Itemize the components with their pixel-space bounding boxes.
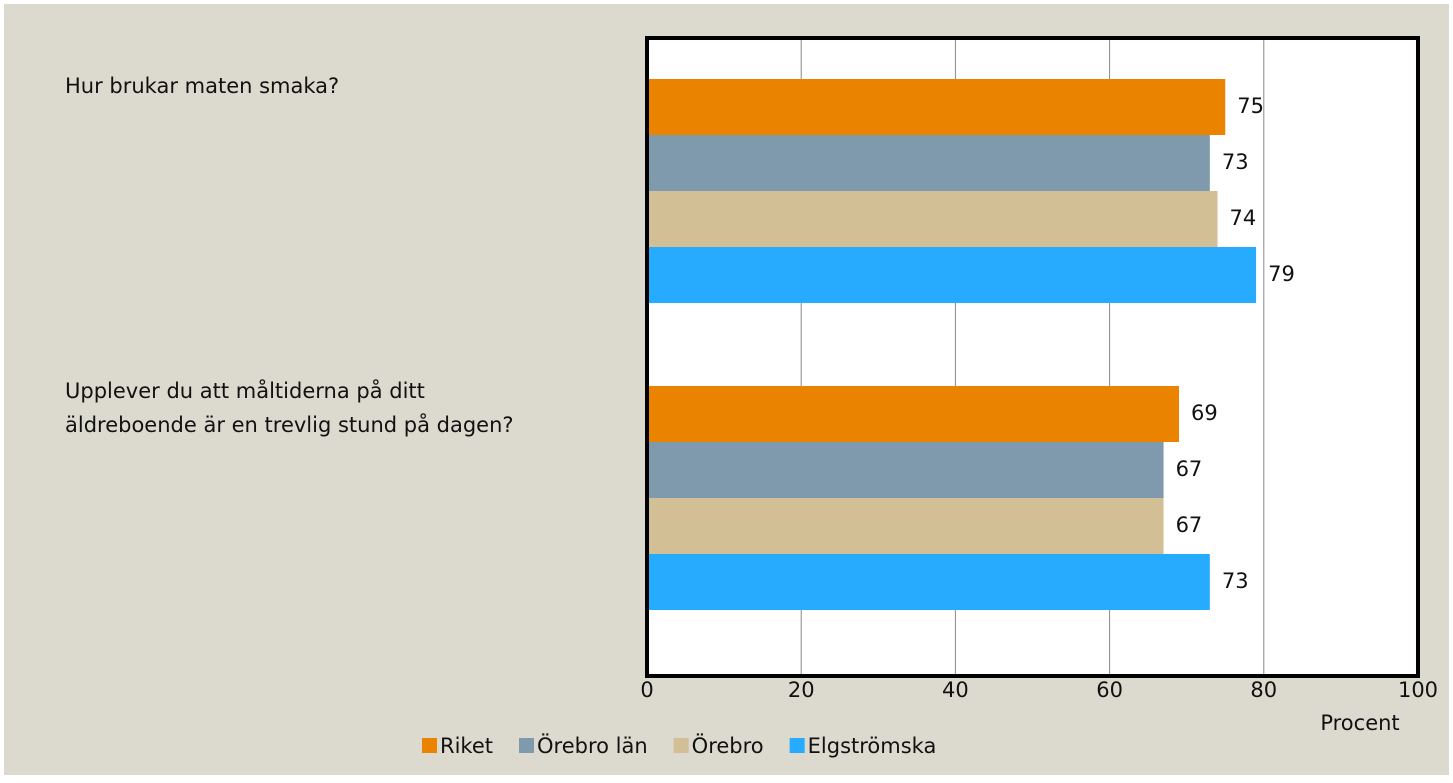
bar: [647, 554, 1210, 610]
legend-label: Örebro: [692, 733, 764, 758]
data-label: 73: [1222, 569, 1249, 593]
legend-swatch: [789, 738, 805, 753]
bar: [647, 498, 1164, 554]
x-tick-label: 80: [1250, 678, 1277, 702]
data-label: 67: [1176, 457, 1203, 481]
legend-label: Elgströmska: [808, 734, 937, 758]
x-tick-label: 20: [788, 678, 815, 702]
data-label: 75: [1237, 94, 1264, 118]
category-label: Hur brukar maten smaka?: [65, 74, 340, 98]
bar: [647, 135, 1210, 191]
legend-swatch: [673, 738, 689, 753]
data-label: 73: [1222, 150, 1249, 174]
x-axis-label: Procent: [1320, 711, 1399, 735]
bar: [647, 247, 1257, 303]
chart: 0 20 40 60 80 100 75 73 74 79 69 67 67 73 Procent Riket…: [422, 36, 1438, 758]
data-label: 79: [1268, 262, 1295, 286]
x-tick-label: 60: [1096, 678, 1123, 702]
bar: [647, 191, 1218, 247]
x-tick-label: 40: [942, 678, 969, 702]
bar: [647, 386, 1179, 442]
bar: [647, 442, 1164, 498]
x-tick-label: 0: [640, 678, 653, 702]
x-tick-label: 100: [1398, 678, 1438, 702]
data-label: 69: [1191, 401, 1218, 425]
legend-label: Örebro län: [537, 733, 648, 758]
legend-label: Riket: [440, 734, 493, 758]
data-label: 74: [1230, 206, 1257, 230]
bar: [647, 79, 1226, 135]
legend-swatch: [422, 738, 437, 753]
chart-background: 0 20 40 60 80 100 75 73 74 79 69 67 67 73 Procent Riket…: [4, 4, 1449, 775]
category-label: Upplever du att måltiderna på ditt äldre…: [65, 379, 514, 437]
data-label: 67: [1176, 513, 1203, 537]
plot-border: [645, 36, 1420, 678]
legend-swatch: [519, 738, 534, 753]
